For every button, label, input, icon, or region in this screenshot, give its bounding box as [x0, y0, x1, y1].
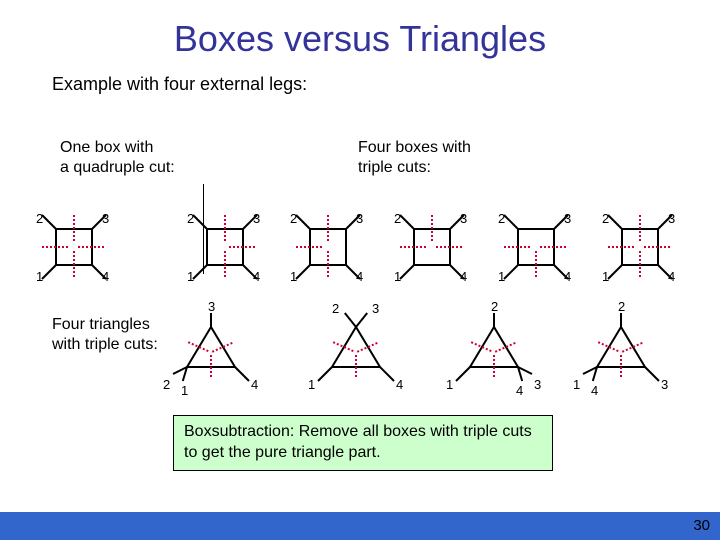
label-onebox: One box witha quadruple cut:	[60, 138, 175, 178]
corner-label: 2	[332, 301, 339, 316]
corner-label: 4	[396, 377, 403, 392]
corner-label: 2	[36, 211, 43, 226]
corner-label: 1	[446, 377, 453, 392]
corner-label: 3	[372, 301, 379, 316]
corner-label: 1	[602, 269, 609, 284]
triangle-diagram	[448, 305, 548, 397]
corner-label: 3	[564, 211, 571, 226]
corner-label: 2	[290, 211, 297, 226]
corner-label: 4	[564, 269, 571, 284]
corner-label: 1	[573, 377, 580, 392]
bottom-bar	[0, 512, 720, 540]
corner-label: 1	[290, 269, 297, 284]
corner-label: 4	[356, 269, 363, 284]
corner-label: 3	[356, 211, 363, 226]
boxsubtract-text: Boxsubtraction: Remove all boxes with tr…	[173, 415, 553, 471]
triangle-diagram	[575, 305, 675, 397]
corner-label: 1	[181, 383, 188, 398]
corner-label: 3	[534, 377, 541, 392]
corner-label: 2	[394, 211, 401, 226]
corner-label: 4	[460, 269, 467, 284]
corner-label: 2	[163, 377, 170, 392]
corner-label: 3	[253, 211, 260, 226]
triangle-diagram	[165, 305, 265, 397]
corner-label: 4	[668, 269, 675, 284]
page-number: 30	[693, 517, 710, 534]
corner-label: 3	[460, 211, 467, 226]
label-fourbox: Four boxes withtriple cuts:	[358, 138, 471, 178]
corner-label: 4	[102, 269, 109, 284]
corner-label: 1	[394, 269, 401, 284]
corner-label: 4	[253, 269, 260, 284]
label-fourtri: Four triangleswith triple cuts:	[52, 315, 158, 355]
corner-label: 1	[308, 377, 315, 392]
corner-label: 2	[498, 211, 505, 226]
corner-label: 2	[618, 299, 625, 314]
corner-label: 3	[102, 211, 109, 226]
triangle-diagram	[310, 305, 410, 397]
corner-label: 3	[661, 377, 668, 392]
corner-label: 4	[516, 383, 523, 398]
corner-label: 2	[187, 211, 194, 226]
page-title: Boxes versus Triangles	[0, 0, 720, 60]
corner-label: 2	[491, 299, 498, 314]
corner-label: 2	[602, 211, 609, 226]
corner-label: 3	[208, 299, 215, 314]
corner-label: 1	[36, 269, 43, 284]
corner-label: 1	[187, 269, 194, 284]
subtitle: Example with four external legs:	[52, 74, 720, 95]
corner-label: 3	[668, 211, 675, 226]
corner-label: 4	[251, 377, 258, 392]
corner-label: 4	[591, 383, 598, 398]
corner-label: 1	[498, 269, 505, 284]
